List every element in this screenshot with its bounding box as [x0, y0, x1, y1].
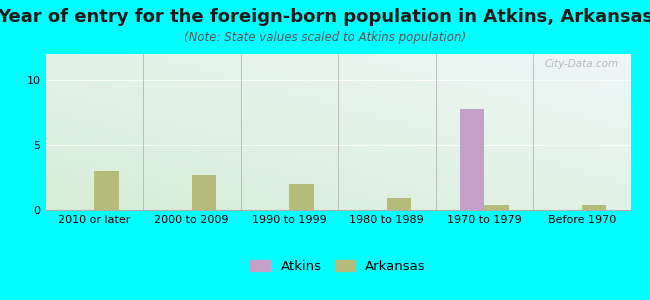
Text: City-Data.com: City-Data.com: [545, 59, 619, 69]
Text: (Note: State values scaled to Atkins population): (Note: State values scaled to Atkins pop…: [184, 32, 466, 44]
Bar: [387, 198, 411, 210]
Legend: Atkins, Arkansas: Atkins, Arkansas: [245, 254, 431, 278]
Bar: [582, 205, 606, 210]
Bar: [192, 175, 216, 210]
Bar: [484, 205, 508, 210]
Bar: [94, 171, 118, 210]
Text: Year of entry for the foreign-born population in Atkins, Arkansas: Year of entry for the foreign-born popul…: [0, 8, 650, 26]
Bar: [460, 109, 484, 210]
Bar: [289, 184, 313, 210]
